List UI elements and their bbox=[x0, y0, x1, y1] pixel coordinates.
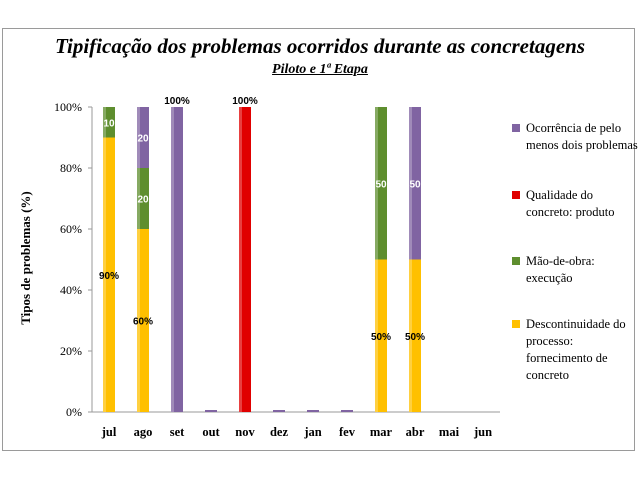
legend-swatch bbox=[512, 124, 520, 132]
bar-segment bbox=[103, 137, 115, 412]
x-tick-label: jun bbox=[473, 425, 492, 439]
bar-highlight bbox=[103, 137, 106, 412]
bar-segment bbox=[375, 107, 387, 260]
legend-swatch bbox=[512, 320, 520, 328]
data-label: 50 bbox=[375, 179, 387, 190]
data-label: 50% bbox=[405, 332, 425, 343]
data-label: 10 bbox=[103, 118, 115, 129]
legend-label: Ocorrência de pelo menos dois problemas bbox=[526, 121, 638, 152]
x-tick-label: jan bbox=[303, 425, 321, 439]
y-tick-label: 80% bbox=[60, 161, 82, 175]
bar-segment bbox=[137, 229, 149, 412]
x-tick-label: jul bbox=[101, 425, 117, 439]
data-label: 50% bbox=[371, 332, 391, 343]
data-label: 90% bbox=[99, 271, 119, 282]
x-tick-label: set bbox=[170, 425, 185, 439]
bar-segment bbox=[409, 259, 421, 412]
legend-label: Descontinuidade do processo: forneciment… bbox=[526, 317, 626, 382]
x-tick-label: nov bbox=[235, 425, 255, 439]
data-label: 60% bbox=[133, 317, 153, 328]
bar-highlight bbox=[137, 107, 140, 168]
bar-highlight bbox=[409, 107, 412, 260]
bar-highlight bbox=[375, 259, 378, 412]
y-tick-label: 20% bbox=[60, 344, 82, 358]
legend-swatch bbox=[512, 191, 520, 199]
chart-title: Tipificação dos problemas ocorridos dura… bbox=[54, 34, 586, 58]
x-tick-label: mai bbox=[439, 425, 460, 439]
x-tick-label: abr bbox=[406, 425, 425, 439]
bar-highlight bbox=[375, 107, 378, 260]
bar-highlight bbox=[239, 107, 242, 412]
x-tick-label: dez bbox=[270, 425, 289, 439]
bar-highlight bbox=[103, 107, 106, 138]
legend-swatch bbox=[512, 257, 520, 265]
y-tick-label: 40% bbox=[60, 283, 82, 297]
bar-segment bbox=[137, 168, 149, 229]
bar-segment bbox=[375, 259, 387, 412]
bar-segment bbox=[409, 107, 421, 260]
bar-highlight bbox=[137, 168, 140, 229]
bar-segment bbox=[137, 107, 149, 168]
bar-highlight bbox=[171, 107, 174, 412]
y-tick-label: 100% bbox=[54, 100, 82, 114]
bar-segment bbox=[239, 107, 251, 412]
x-tick-label: fev bbox=[339, 425, 356, 439]
x-tick-label: out bbox=[202, 425, 220, 439]
legend-label: Mão-de-obra: execução bbox=[526, 254, 595, 285]
bar-segment bbox=[171, 107, 183, 412]
x-tick-label: mar bbox=[370, 425, 393, 439]
data-label: 20 bbox=[137, 134, 149, 145]
y-tick-label: 0% bbox=[66, 405, 82, 419]
bar-highlight bbox=[137, 229, 140, 412]
data-label: 50 bbox=[409, 179, 421, 190]
y-tick-label: 60% bbox=[60, 222, 82, 236]
bar-segment bbox=[103, 107, 115, 138]
data-label: 100% bbox=[232, 96, 258, 107]
x-tick-label: ago bbox=[134, 425, 153, 439]
legend-label: Qualidade do concreto: produto bbox=[526, 188, 615, 219]
bar-highlight bbox=[409, 259, 412, 412]
chart-subtitle: Piloto e 1ª Etapa bbox=[272, 62, 368, 77]
data-label: 100% bbox=[164, 96, 190, 107]
data-label: 20 bbox=[137, 195, 149, 206]
